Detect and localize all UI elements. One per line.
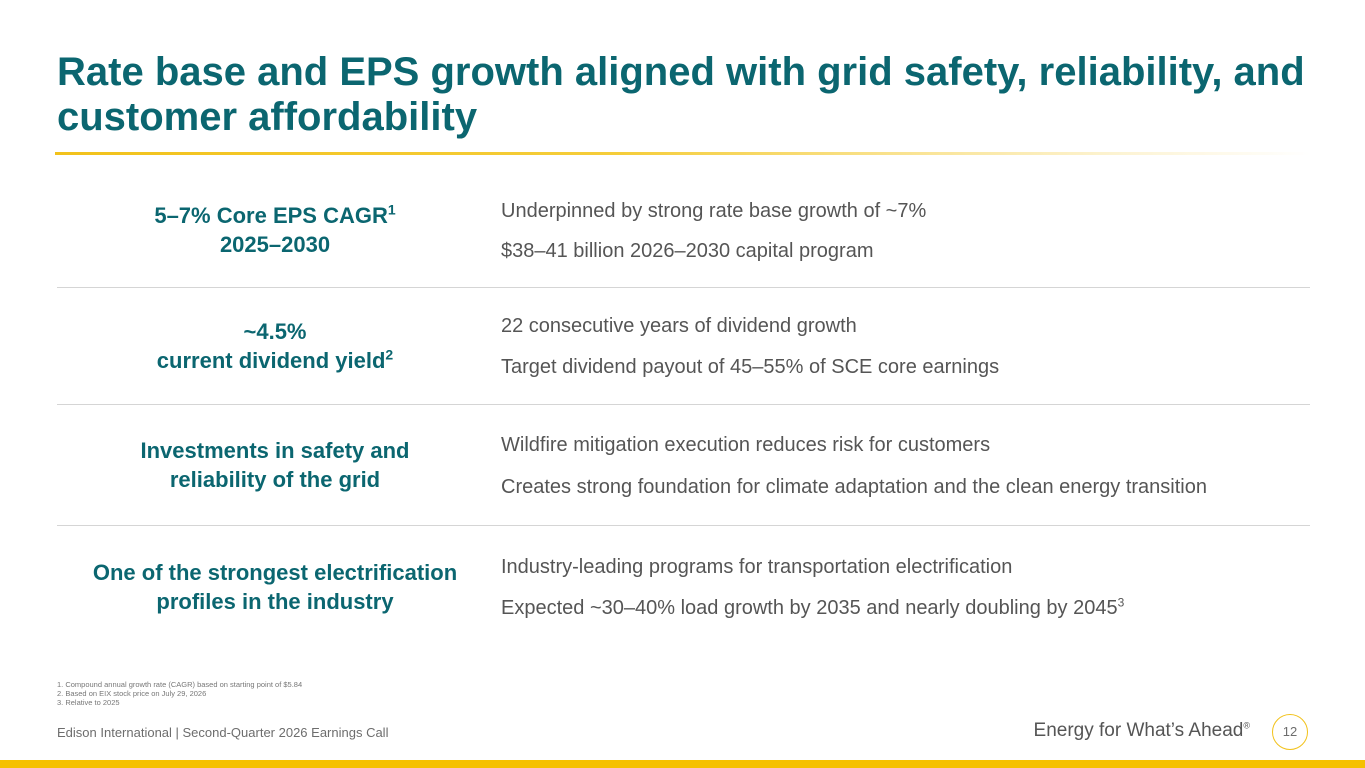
- page-number: 12: [1272, 714, 1308, 750]
- footnote-3: 3. Relative to 2025: [57, 698, 120, 707]
- row-divider: [57, 525, 1310, 526]
- title-underline: [55, 152, 1310, 155]
- tagline-text: Energy for What’s Ahead: [1033, 720, 1244, 741]
- footnotes: 1. Compound annual growth rate (CAGR) ba…: [57, 680, 302, 707]
- row-heading: One of the strongest electrification pro…: [57, 558, 493, 616]
- row-heading-line2: profiles in the industry: [156, 589, 394, 614]
- registered-mark: ®: [1243, 720, 1250, 731]
- row-heading-line2: current dividend yield: [156, 348, 386, 373]
- detail-line-1: Wildfire mitigation execution reduces ri…: [501, 434, 991, 456]
- footer-tagline: Energy for What’s Ahead®: [1034, 719, 1250, 743]
- detail-line-2: $38–41 billion 2026–2030 capital program: [501, 240, 874, 262]
- footer-source: Edison International | Second-Quarter 20…: [57, 725, 389, 740]
- row-heading-line1: Investments in safety and: [140, 438, 410, 463]
- row-heading: 5–7% Core EPS CAGR1 2025–2030: [57, 201, 493, 259]
- row-divider: [57, 287, 1310, 288]
- footnote-marker: 2: [385, 346, 394, 363]
- footnote-marker: 1: [387, 201, 396, 218]
- slide-title: Rate base and EPS growth aligned with gr…: [57, 50, 1305, 139]
- detail-line-1: Underpinned by strong rate base growth o…: [501, 200, 927, 222]
- row-heading: Investments in safety and reliability of…: [57, 436, 493, 494]
- row-heading: ~4.5% current dividend yield2: [57, 317, 493, 375]
- bottom-accent-bar: [0, 760, 1365, 768]
- detail-line-1: 22 consecutive years of dividend growth: [501, 315, 857, 337]
- row-heading-line1: One of the strongest electrification: [92, 560, 458, 585]
- row-divider: [57, 404, 1310, 405]
- detail-line-2: Target dividend payout of 45–55% of SCE …: [501, 356, 1000, 378]
- detail-line-2: Creates strong foundation for climate ad…: [501, 476, 1207, 498]
- detail-line-2-text: Expected ~30–40% load growth by 2035 and…: [501, 597, 1118, 619]
- row-heading-line1: ~4.5%: [243, 319, 307, 344]
- footnote-1: 1. Compound annual growth rate (CAGR) ba…: [57, 680, 303, 689]
- row-heading-line2: reliability of the grid: [169, 467, 381, 492]
- detail-line-1: Industry-leading programs for transporta…: [501, 556, 1013, 578]
- detail-line-2: Expected ~30–40% load growth by 2035 and…: [501, 595, 1124, 621]
- row-heading-line2: 2025–2030: [219, 232, 331, 257]
- row-heading-line1: 5–7% Core EPS CAGR: [154, 203, 388, 228]
- footnote-2: 2. Based on EIX stock price on July 29, …: [57, 689, 207, 698]
- footnote-marker: 3: [1117, 595, 1125, 610]
